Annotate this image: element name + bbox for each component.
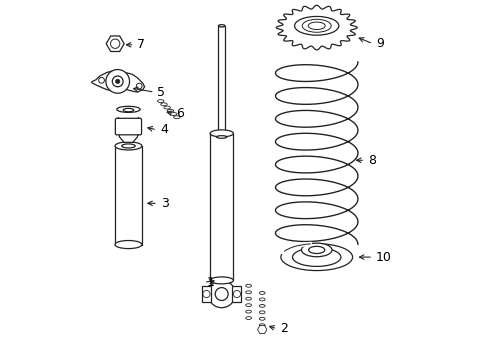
Circle shape: [116, 79, 120, 84]
Text: 3: 3: [161, 197, 169, 210]
Ellipse shape: [259, 305, 265, 307]
Ellipse shape: [161, 103, 167, 106]
Text: 9: 9: [376, 37, 384, 50]
FancyBboxPatch shape: [202, 286, 211, 302]
Ellipse shape: [245, 297, 251, 300]
Polygon shape: [117, 117, 140, 142]
Ellipse shape: [259, 311, 265, 314]
Ellipse shape: [219, 25, 225, 27]
Ellipse shape: [173, 116, 180, 119]
Polygon shape: [276, 5, 357, 50]
Ellipse shape: [217, 136, 227, 138]
Ellipse shape: [281, 244, 353, 271]
Ellipse shape: [117, 106, 140, 112]
Ellipse shape: [245, 310, 251, 313]
Circle shape: [208, 280, 235, 308]
Ellipse shape: [309, 246, 325, 253]
FancyBboxPatch shape: [232, 286, 242, 302]
Text: 8: 8: [368, 154, 376, 167]
Text: 10: 10: [376, 251, 392, 264]
Ellipse shape: [259, 324, 265, 327]
Ellipse shape: [157, 100, 164, 103]
Ellipse shape: [245, 304, 251, 307]
Text: 2: 2: [280, 322, 288, 335]
FancyBboxPatch shape: [115, 118, 142, 135]
Text: 5: 5: [157, 86, 166, 99]
Ellipse shape: [210, 277, 233, 284]
Ellipse shape: [245, 284, 251, 287]
Text: 7: 7: [137, 38, 146, 51]
Text: 1: 1: [207, 276, 215, 289]
FancyBboxPatch shape: [219, 26, 225, 137]
Ellipse shape: [167, 109, 173, 112]
FancyBboxPatch shape: [210, 134, 233, 280]
Ellipse shape: [115, 240, 142, 249]
Ellipse shape: [210, 130, 233, 137]
Text: 4: 4: [160, 123, 168, 136]
Ellipse shape: [301, 243, 332, 257]
Ellipse shape: [245, 291, 251, 294]
Ellipse shape: [259, 298, 265, 301]
Ellipse shape: [245, 317, 251, 319]
Ellipse shape: [115, 142, 142, 150]
Ellipse shape: [259, 292, 265, 294]
Ellipse shape: [294, 17, 339, 35]
Ellipse shape: [171, 113, 177, 116]
Ellipse shape: [293, 248, 341, 266]
Ellipse shape: [164, 106, 171, 109]
Circle shape: [106, 69, 129, 93]
Text: 6: 6: [176, 107, 184, 120]
Polygon shape: [92, 71, 145, 92]
Ellipse shape: [259, 318, 265, 320]
